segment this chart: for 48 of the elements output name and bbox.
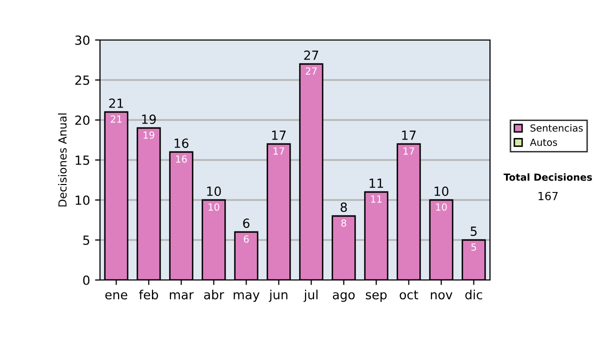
x-tick-label: may xyxy=(234,292,260,302)
data-label: 27 xyxy=(306,67,317,75)
data-label: 5 xyxy=(471,244,476,251)
x-tick-label: feb xyxy=(139,290,158,300)
y-tick-label: 25 xyxy=(75,75,90,85)
data-label: 6 xyxy=(244,235,249,243)
x-tick-label: sep xyxy=(366,292,387,302)
total-label: 11 xyxy=(370,178,384,188)
x-tick-label: nov xyxy=(430,292,452,300)
data-label: 10 xyxy=(436,203,447,211)
y-tick-label: 20 xyxy=(75,115,90,125)
total-label: 17 xyxy=(272,130,286,140)
total-label: 8 xyxy=(340,202,347,212)
legend-label: Sentencias xyxy=(530,124,583,132)
x-tick-label: oct xyxy=(400,290,418,300)
y-axis-title: Decisiones Anual xyxy=(58,114,67,206)
x-tick-label: mar xyxy=(170,292,194,300)
x-tick-label: jun xyxy=(268,290,288,302)
data-label: 17 xyxy=(404,148,414,155)
y-tick-label: 30 xyxy=(75,35,90,45)
total-label: 5 xyxy=(470,226,477,236)
data-label: 19 xyxy=(144,131,154,139)
x-tick-label: dic xyxy=(465,290,482,300)
text: Total Decisiones xyxy=(504,173,592,181)
total-label: 17 xyxy=(402,130,416,140)
total-label: 27 xyxy=(304,50,318,60)
data-label: 17 xyxy=(274,148,284,155)
total-label: 21 xyxy=(109,98,124,108)
total-label: 10 xyxy=(434,186,448,196)
total-label: 6 xyxy=(243,218,250,228)
total-label: 10 xyxy=(207,186,221,196)
x-tick-label: jul xyxy=(304,290,318,302)
y-tick-label: 0 xyxy=(83,275,90,285)
text: 167 xyxy=(538,192,558,200)
legend-label: Autos xyxy=(530,138,558,146)
x-tick-label: ene xyxy=(105,292,128,300)
x-tick-label: abr xyxy=(204,290,224,300)
y-tick-label: 10 xyxy=(76,195,90,205)
total-label: 19 xyxy=(142,114,156,124)
y-tick-label: 15 xyxy=(76,156,90,165)
data-label: 21 xyxy=(110,115,122,123)
data-label: 8 xyxy=(341,219,346,227)
y-tick-label: 5 xyxy=(83,236,90,245)
data-label: 11 xyxy=(371,196,382,203)
data-label: 16 xyxy=(176,155,187,163)
x-tick-label: ago xyxy=(332,292,355,302)
total-label: 16 xyxy=(174,138,188,148)
data-label: 10 xyxy=(208,203,220,211)
